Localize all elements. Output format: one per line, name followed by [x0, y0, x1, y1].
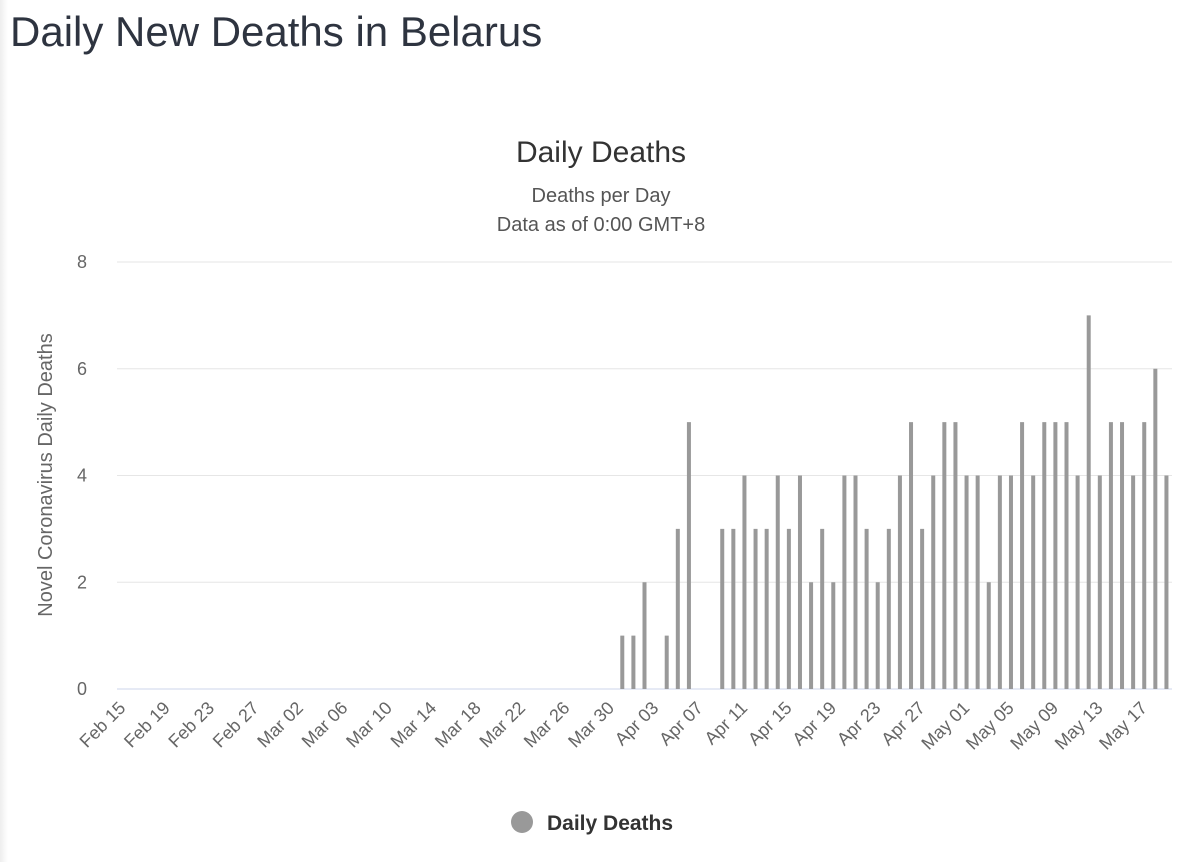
bar [731, 528, 736, 689]
bar [997, 475, 1002, 689]
x-tick-label: Mar 02 [253, 698, 307, 752]
bar [1142, 422, 1147, 689]
bar [953, 422, 958, 689]
bar [986, 582, 991, 689]
x-tick-label: Mar 26 [520, 698, 574, 752]
bar [931, 475, 936, 689]
legend-label: Daily Deaths [547, 812, 673, 835]
bar [1086, 315, 1091, 689]
chart-subtitle: Data as of 0:00 GMT+8 [497, 214, 705, 236]
x-tick-label: Mar 18 [431, 698, 485, 752]
bar [964, 475, 969, 689]
bar [753, 528, 758, 689]
y-tick-label: 6 [77, 359, 87, 379]
bar [1020, 422, 1025, 689]
bar [864, 528, 869, 689]
bar [897, 475, 902, 689]
bar [1131, 475, 1136, 689]
bar [620, 635, 625, 689]
chart-subtitle: Deaths per Day [532, 185, 671, 207]
x-tick-label: Mar 06 [298, 698, 352, 752]
bar [786, 528, 791, 689]
bar [842, 475, 847, 689]
bar [742, 475, 747, 689]
x-tick-label: Mar 22 [475, 698, 529, 752]
x-tick-label: May 17 [1095, 698, 1151, 754]
bar [1120, 422, 1125, 689]
bar [1008, 475, 1013, 689]
x-tick-label: May 09 [1006, 698, 1062, 754]
bar [797, 475, 802, 689]
bar [1042, 422, 1047, 689]
bar [1064, 422, 1069, 689]
bar [1164, 475, 1169, 689]
bar [1108, 422, 1113, 689]
bar [831, 582, 836, 689]
x-tick-label: May 01 [917, 698, 973, 754]
bar [675, 528, 680, 689]
bar [1097, 475, 1102, 689]
bar [886, 528, 891, 689]
bar [1031, 475, 1036, 689]
x-tick-label: Mar 30 [564, 698, 618, 752]
x-tick-label: Mar 10 [342, 698, 396, 752]
bar [920, 528, 925, 689]
bar [909, 422, 914, 689]
x-tick-label: May 05 [962, 698, 1018, 754]
y-axis-label: Novel Coronavirus Daily Deaths [35, 333, 57, 616]
page-title: Daily New Deaths in Belarus [10, 8, 543, 55]
x-tick-label: May 13 [1051, 698, 1107, 754]
bar [720, 528, 725, 689]
y-tick-label: 4 [77, 466, 87, 486]
bar [764, 528, 769, 689]
bar [1075, 475, 1080, 689]
bar [820, 528, 825, 689]
bar [664, 635, 669, 689]
y-tick-label: 8 [77, 252, 87, 272]
page-edge [0, 0, 8, 862]
bar [1053, 422, 1058, 689]
bar [942, 422, 947, 689]
x-tick-label: Apr 11 [701, 698, 752, 749]
bar [1153, 368, 1158, 689]
x-tick-label: Apr 23 [833, 698, 885, 750]
x-tick-label: Feb 27 [209, 698, 263, 752]
x-tick-label: Apr 03 [611, 698, 663, 750]
x-tick-label: Apr 19 [788, 698, 840, 750]
x-tick-label: Feb 15 [76, 698, 130, 752]
bar [853, 475, 858, 689]
bar [875, 582, 880, 689]
bar [975, 475, 980, 689]
legend-marker [511, 811, 533, 833]
x-tick-label: Feb 23 [164, 698, 218, 752]
bar [775, 475, 780, 689]
y-tick-label: 0 [77, 679, 87, 699]
bar [631, 635, 636, 689]
y-tick-label: 2 [77, 572, 87, 592]
x-tick-label: Apr 07 [655, 698, 707, 750]
x-tick-label: Apr 15 [744, 698, 796, 750]
x-tick-label: Feb 19 [120, 698, 174, 752]
bar [809, 582, 814, 689]
bar [686, 422, 691, 689]
x-tick-label: Mar 14 [387, 698, 441, 752]
bar [642, 582, 647, 689]
chart-title: Daily Deaths [516, 136, 686, 169]
